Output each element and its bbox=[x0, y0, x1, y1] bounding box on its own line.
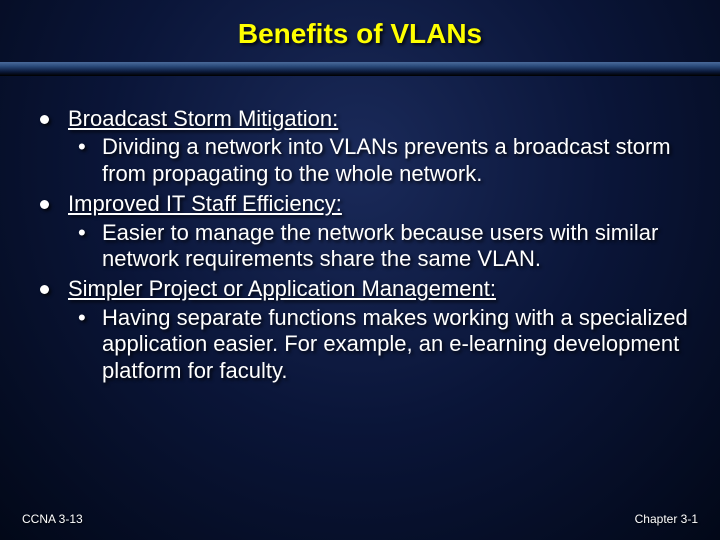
title-divider bbox=[0, 62, 720, 76]
item-heading: Broadcast Storm Mitigation: bbox=[68, 106, 338, 131]
sub-item: Dividing a network into VLANs prevents a… bbox=[68, 134, 690, 187]
item-heading: Improved IT Staff Efficiency: bbox=[68, 191, 342, 216]
slide-title: Benefits of VLANs bbox=[0, 0, 720, 50]
item-heading: Simpler Project or Application Managemen… bbox=[68, 276, 496, 301]
footer-left: CCNA 3-13 bbox=[22, 512, 83, 526]
sub-item: Having separate functions makes working … bbox=[68, 305, 690, 384]
footer-right: Chapter 3-1 bbox=[635, 512, 698, 526]
sub-item: Easier to manage the network because use… bbox=[68, 220, 690, 273]
list-item: Improved IT Staff Efficiency: Easier to … bbox=[40, 191, 690, 272]
slide-content: Broadcast Storm Mitigation: Dividing a n… bbox=[0, 76, 720, 384]
list-item: Simpler Project or Application Managemen… bbox=[40, 276, 690, 384]
list-item: Broadcast Storm Mitigation: Dividing a n… bbox=[40, 106, 690, 187]
